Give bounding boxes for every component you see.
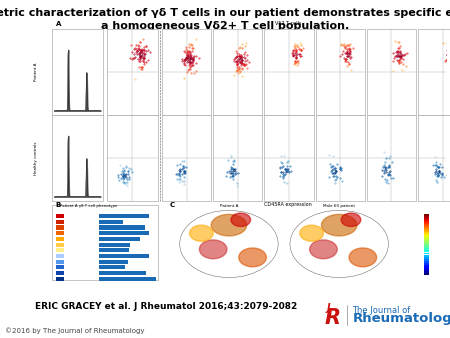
Text: R: R (325, 308, 341, 329)
Bar (162, 29, 211, 115)
Bar (424, 248, 428, 250)
Bar (315, 29, 365, 115)
Text: Patient A γδ T cell phenotype: Patient A γδ T cell phenotype (59, 204, 117, 208)
Text: The Journal of: The Journal of (352, 306, 410, 315)
Bar (424, 222, 428, 224)
Bar (418, 115, 450, 201)
Bar (424, 226, 428, 228)
Bar (99, 220, 123, 224)
Bar (265, 115, 314, 201)
Bar (424, 236, 428, 238)
Bar (99, 243, 130, 247)
Ellipse shape (199, 240, 227, 259)
Bar (107, 29, 158, 115)
Bar (424, 265, 428, 267)
Ellipse shape (321, 214, 357, 236)
Bar (418, 29, 450, 115)
Ellipse shape (310, 240, 337, 259)
Bar (52, 29, 103, 115)
Bar (99, 231, 148, 235)
Bar (56, 214, 64, 218)
Bar (424, 255, 428, 257)
Bar (99, 254, 149, 258)
Bar (424, 259, 428, 261)
Text: Flow cytometric characterization of γδ T cells in our patient demonstrates speci: Flow cytometric characterization of γδ T… (0, 8, 450, 31)
Bar (99, 225, 144, 230)
Bar (52, 115, 103, 201)
Text: ERIC GRACEY et al. J Rheumatol 2016;43:2079-2082: ERIC GRACEY et al. J Rheumatol 2016;43:2… (36, 302, 297, 311)
Ellipse shape (341, 213, 361, 226)
Ellipse shape (189, 225, 213, 241)
Text: J: J (327, 303, 330, 313)
Bar (424, 234, 428, 236)
Bar (424, 271, 428, 273)
Bar (99, 237, 140, 241)
Bar (424, 230, 428, 232)
Bar (56, 231, 64, 235)
Text: Vδ2 T cells: Vδ2 T cells (275, 21, 301, 26)
Text: Patient A: Patient A (220, 204, 238, 208)
Bar (265, 29, 314, 115)
Text: CD45RA expression: CD45RA expression (264, 202, 312, 207)
Bar (213, 29, 262, 115)
Bar (424, 238, 428, 240)
Text: B: B (56, 202, 61, 208)
Bar (424, 244, 428, 246)
Bar (424, 257, 428, 259)
Bar (424, 228, 428, 230)
Bar (424, 224, 428, 226)
Bar (56, 220, 64, 224)
Bar (424, 263, 428, 265)
Text: A: A (56, 21, 61, 27)
Bar (56, 225, 64, 230)
Text: C: C (170, 202, 175, 208)
Bar (162, 115, 211, 201)
Bar (424, 220, 428, 222)
Bar (424, 214, 428, 216)
Bar (56, 243, 64, 247)
Bar (424, 218, 428, 220)
Bar (56, 254, 64, 258)
Bar (99, 248, 129, 252)
Bar (56, 237, 64, 241)
Bar (424, 246, 428, 248)
Bar (424, 240, 428, 242)
Text: Rheumatology: Rheumatology (352, 312, 450, 325)
Bar (315, 115, 365, 201)
Bar (99, 260, 128, 264)
Bar (424, 273, 428, 275)
Bar (367, 115, 416, 201)
Text: Male 60 patient: Male 60 patient (323, 204, 355, 208)
Ellipse shape (349, 248, 377, 267)
Ellipse shape (300, 225, 324, 241)
Bar (424, 269, 428, 271)
Bar (99, 214, 149, 218)
Bar (424, 216, 428, 218)
Ellipse shape (231, 213, 251, 226)
Bar (367, 29, 416, 115)
Text: Patient A: Patient A (34, 63, 38, 81)
Bar (424, 252, 428, 255)
Bar (56, 271, 64, 275)
Bar (424, 242, 428, 244)
Bar (424, 267, 428, 269)
Bar (99, 265, 126, 269)
Bar (107, 115, 158, 201)
Bar (424, 261, 428, 263)
Ellipse shape (239, 248, 266, 267)
Bar (56, 260, 64, 264)
Bar (213, 115, 262, 201)
Bar (424, 232, 428, 234)
Bar (56, 248, 64, 252)
Text: Healthy controls: Healthy controls (34, 141, 38, 175)
Bar (99, 277, 156, 281)
Bar (99, 271, 146, 275)
Text: ©2016 by The Journal of Rheumatology: ©2016 by The Journal of Rheumatology (5, 327, 145, 334)
Bar (56, 265, 64, 269)
Bar (56, 277, 64, 281)
Ellipse shape (211, 214, 247, 236)
Bar (52, 205, 158, 280)
Bar (424, 250, 428, 252)
